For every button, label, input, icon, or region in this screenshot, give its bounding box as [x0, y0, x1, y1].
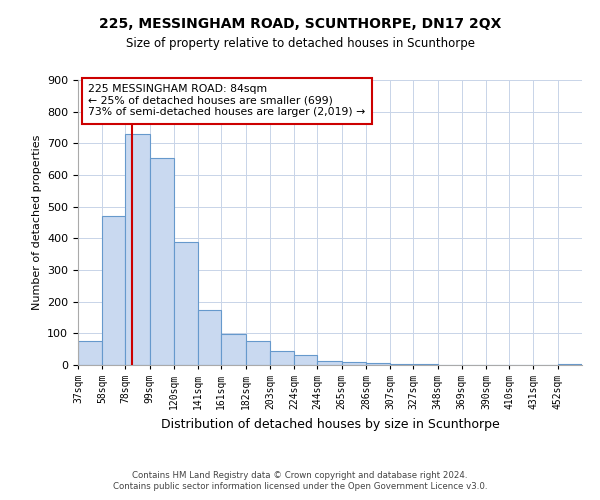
Bar	[341, 362, 366, 365]
Y-axis label: Number of detached properties: Number of detached properties	[32, 135, 41, 310]
Bar	[390, 364, 413, 365]
Bar	[366, 364, 390, 365]
Bar	[413, 364, 437, 365]
Bar	[174, 242, 198, 365]
Text: Contains public sector information licensed under the Open Government Licence v3: Contains public sector information licen…	[113, 482, 487, 491]
Bar	[198, 310, 221, 365]
Text: Size of property relative to detached houses in Scunthorpe: Size of property relative to detached ho…	[125, 38, 475, 51]
Bar	[317, 361, 341, 365]
Bar	[78, 341, 102, 365]
Text: 225 MESSINGHAM ROAD: 84sqm
← 25% of detached houses are smaller (699)
73% of sem: 225 MESSINGHAM ROAD: 84sqm ← 25% of deta…	[88, 84, 365, 117]
Text: 225, MESSINGHAM ROAD, SCUNTHORPE, DN17 2QX: 225, MESSINGHAM ROAD, SCUNTHORPE, DN17 2…	[99, 18, 501, 32]
Text: Contains HM Land Registry data © Crown copyright and database right 2024.: Contains HM Land Registry data © Crown c…	[132, 471, 468, 480]
Bar	[294, 354, 317, 365]
Bar	[125, 134, 149, 365]
Bar	[558, 364, 582, 365]
X-axis label: Distribution of detached houses by size in Scunthorpe: Distribution of detached houses by size …	[161, 418, 499, 430]
Bar	[221, 334, 245, 365]
Bar	[245, 341, 270, 365]
Bar	[149, 158, 174, 365]
Bar	[270, 351, 294, 365]
Bar	[102, 216, 125, 365]
